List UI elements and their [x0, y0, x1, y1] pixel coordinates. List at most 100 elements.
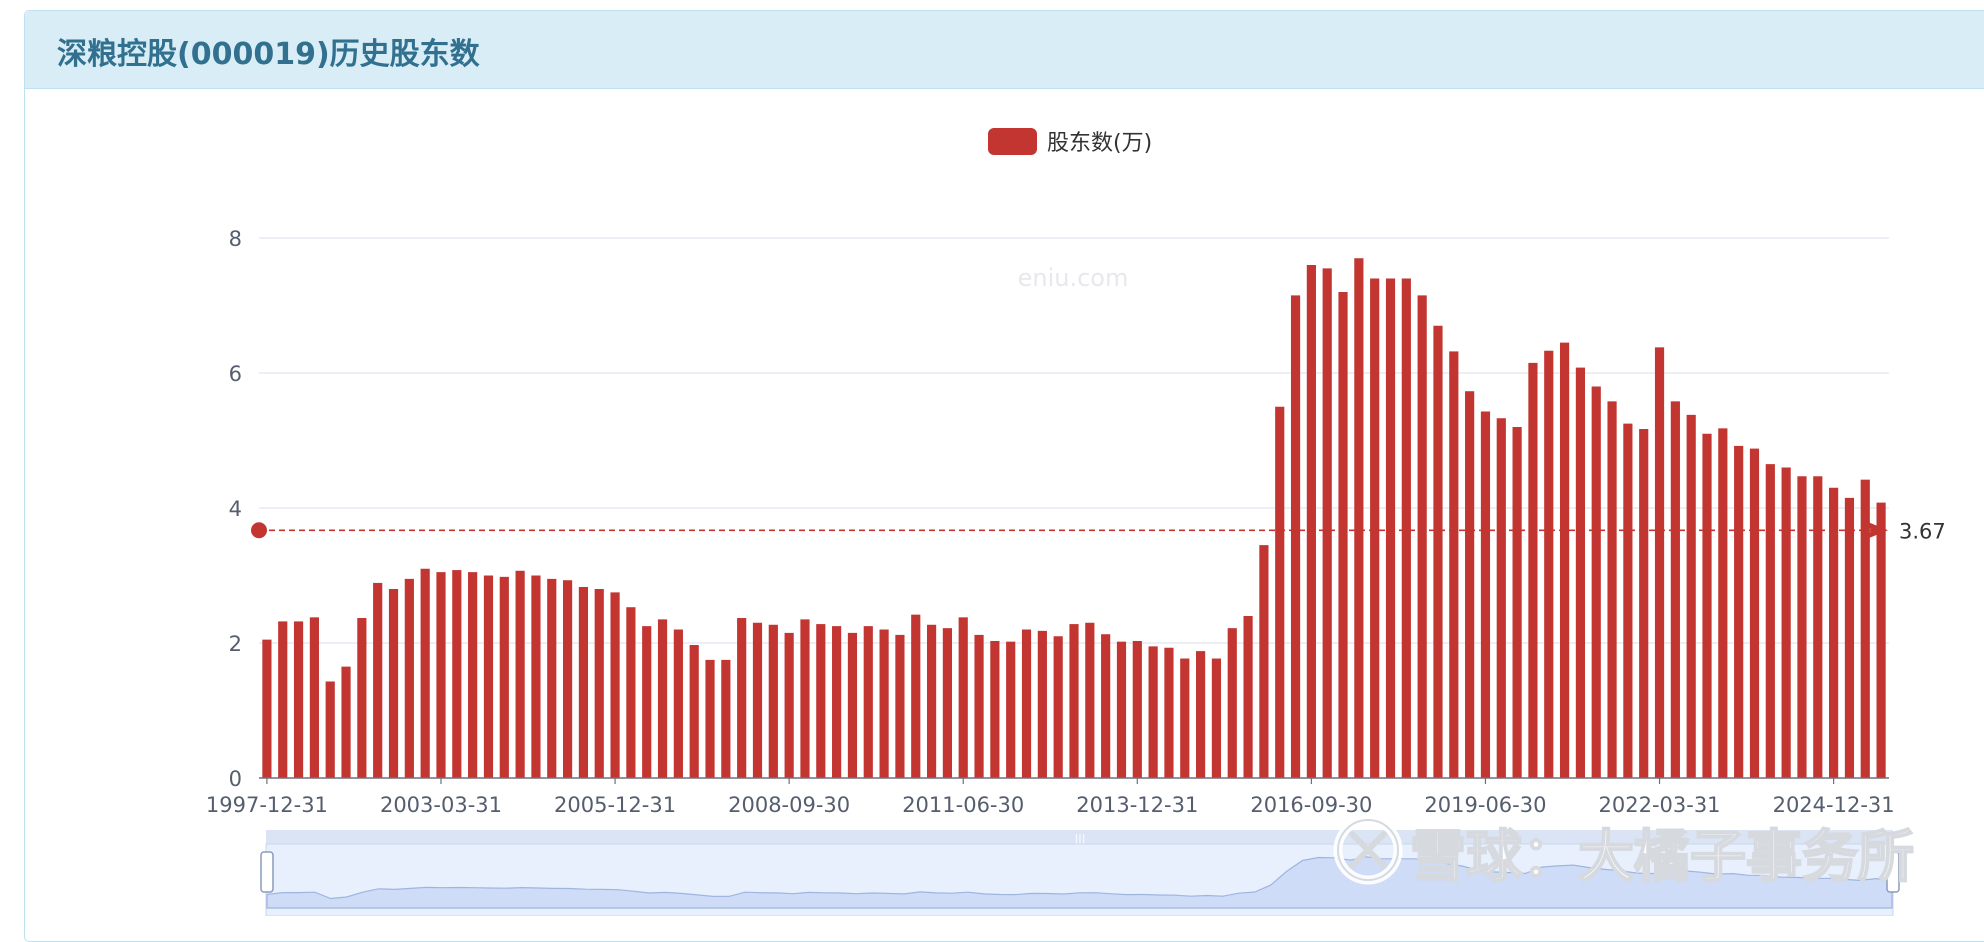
bar[interactable]: [1021, 629, 1032, 779]
bar[interactable]: [1749, 448, 1760, 778]
zoom-grip-icon[interactable]: |||: [1074, 832, 1085, 845]
bar[interactable]: [737, 618, 747, 778]
bar[interactable]: [1496, 418, 1506, 778]
bar[interactable]: [1417, 295, 1427, 779]
bar[interactable]: [563, 580, 573, 778]
bar[interactable]: [1591, 386, 1601, 779]
bar[interactable]: [1132, 640, 1142, 778]
bar[interactable]: [1860, 479, 1870, 778]
bar[interactable]: [1006, 641, 1016, 778]
bar[interactable]: [784, 632, 794, 779]
bar[interactable]: [1702, 433, 1712, 778]
bar[interactable]: [863, 626, 873, 779]
zoom-handle-right[interactable]: [1886, 851, 1900, 893]
bar[interactable]: [420, 568, 430, 778]
bar[interactable]: [1069, 624, 1079, 778]
bar[interactable]: [1290, 295, 1301, 779]
bar[interactable]: [1211, 658, 1222, 778]
bar[interactable]: [1053, 636, 1063, 778]
bar[interactable]: [1465, 391, 1475, 778]
bar[interactable]: [1037, 630, 1047, 778]
bar[interactable]: [832, 626, 842, 779]
bar[interactable]: [388, 589, 399, 778]
bar[interactable]: [1797, 476, 1807, 778]
bar[interactable]: [1433, 325, 1443, 778]
bar[interactable]: [357, 618, 367, 778]
bar[interactable]: [673, 629, 683, 779]
bar[interactable]: [468, 572, 478, 779]
bar[interactable]: [1670, 401, 1680, 778]
bar[interactable]: [1654, 347, 1665, 778]
bar[interactable]: [752, 622, 763, 778]
bar[interactable]: [1765, 464, 1775, 779]
bar[interactable]: [610, 592, 620, 779]
bar[interactable]: [1844, 497, 1855, 779]
bar[interactable]: [1148, 646, 1158, 779]
bar[interactable]: [515, 570, 525, 778]
bar[interactable]: [1085, 622, 1095, 778]
bar[interactable]: [499, 576, 509, 778]
bar[interactable]: [895, 634, 905, 778]
bar[interactable]: [1180, 658, 1190, 778]
bar[interactable]: [1623, 423, 1633, 779]
bar[interactable]: [879, 629, 889, 779]
bar[interactable]: [705, 659, 715, 779]
bar[interactable]: [1338, 292, 1348, 778]
bar[interactable]: [958, 617, 968, 778]
bar[interactable]: [436, 572, 446, 779]
bar[interactable]: [626, 607, 636, 778]
bar[interactable]: [1734, 445, 1744, 778]
bar[interactable]: [341, 666, 351, 779]
bar[interactable]: [768, 624, 778, 778]
bar[interactable]: [1449, 351, 1459, 778]
bar[interactable]: [483, 575, 494, 779]
bar[interactable]: [642, 626, 652, 779]
bar[interactable]: [1480, 411, 1491, 778]
bar[interactable]: [1196, 651, 1206, 778]
bar[interactable]: [1259, 545, 1269, 779]
bar[interactable]: [1639, 429, 1649, 778]
bar-series[interactable]: [262, 258, 1886, 779]
bar[interactable]: [1306, 265, 1316, 778]
bar[interactable]: [373, 582, 383, 778]
bar[interactable]: [404, 578, 414, 779]
bar[interactable]: [721, 659, 731, 779]
bar[interactable]: [1512, 427, 1522, 778]
bar[interactable]: [1559, 342, 1570, 779]
bar[interactable]: [293, 621, 304, 778]
bar[interactable]: [278, 621, 288, 778]
bar[interactable]: [531, 575, 541, 779]
bar[interactable]: [926, 624, 937, 778]
bar[interactable]: [942, 628, 952, 778]
bar[interactable]: [1686, 414, 1696, 778]
bar[interactable]: [816, 624, 826, 778]
bar[interactable]: [911, 614, 921, 778]
bar[interactable]: [1829, 487, 1839, 778]
bar[interactable]: [847, 632, 858, 779]
bar[interactable]: [1813, 476, 1823, 778]
bar[interactable]: [452, 570, 462, 778]
bar[interactable]: [325, 681, 335, 778]
bar[interactable]: [1876, 502, 1886, 778]
bar[interactable]: [1275, 406, 1285, 778]
bar[interactable]: [1322, 268, 1332, 779]
bar[interactable]: [657, 619, 668, 779]
bar[interactable]: [1528, 362, 1538, 779]
bar[interactable]: [1401, 278, 1411, 779]
bar[interactable]: [1370, 278, 1380, 779]
bar[interactable]: [1575, 367, 1585, 778]
bar[interactable]: [547, 578, 557, 779]
bar[interactable]: [1607, 401, 1617, 778]
legend-label[interactable]: 股东数(万): [1047, 131, 1152, 156]
bar[interactable]: [990, 640, 1000, 778]
bar[interactable]: [1101, 634, 1111, 778]
bar[interactable]: [1718, 428, 1728, 778]
bar[interactable]: [689, 645, 699, 778]
bar[interactable]: [800, 619, 810, 779]
bar[interactable]: [974, 634, 984, 778]
bar[interactable]: [1385, 278, 1396, 779]
bar[interactable]: [1243, 616, 1253, 778]
bar[interactable]: [1164, 647, 1174, 778]
bar[interactable]: [1781, 467, 1791, 779]
bar[interactable]: [1116, 641, 1127, 778]
